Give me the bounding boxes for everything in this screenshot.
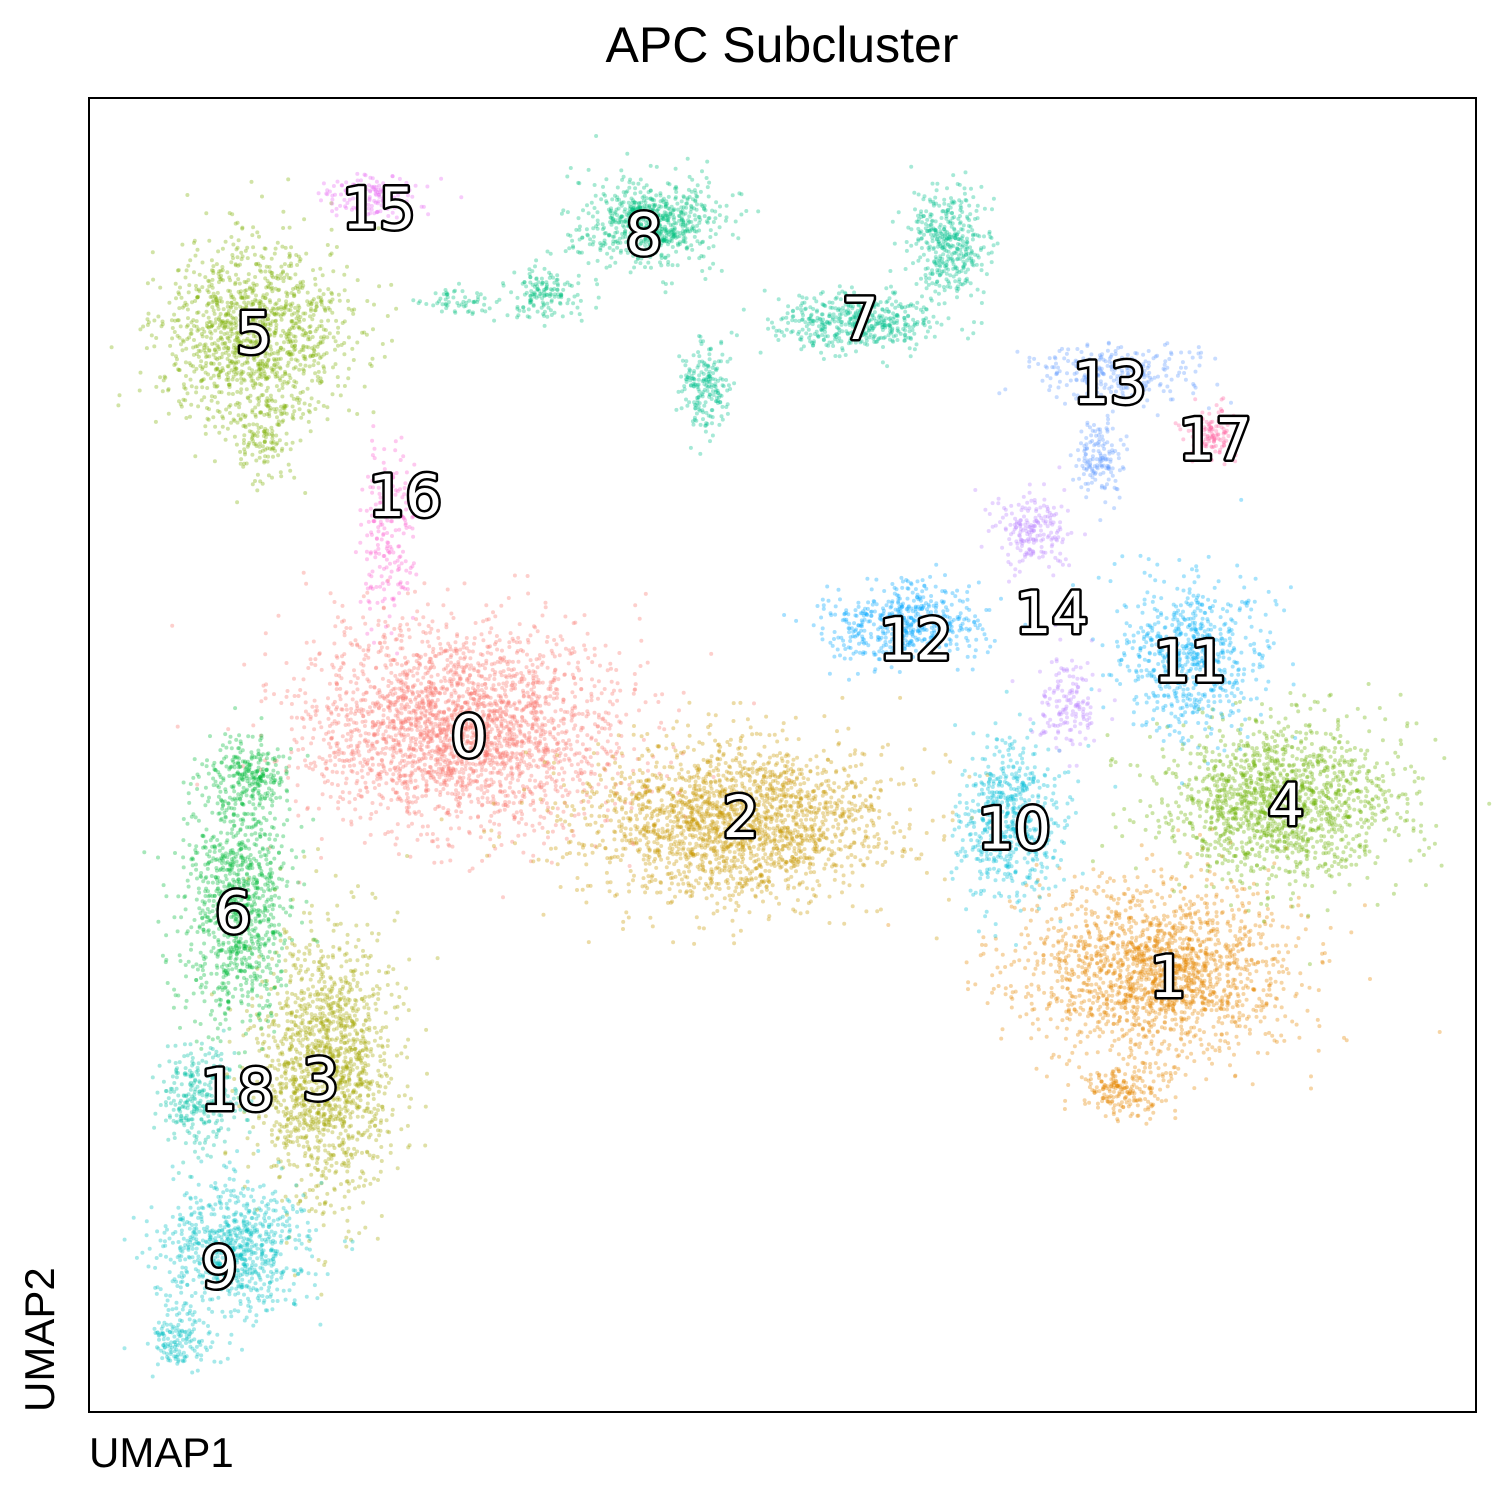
cluster-label-17: 17 — [1178, 406, 1252, 474]
cluster-7-points — [674, 164, 1000, 456]
cluster-6-points — [142, 706, 320, 1100]
cluster-label-10: 10 — [977, 795, 1051, 863]
cluster-label-13: 13 — [1073, 349, 1147, 417]
cluster-label-0: 0 — [451, 703, 488, 771]
plot-frame — [88, 97, 1477, 1413]
cluster-label-8: 8 — [625, 201, 662, 269]
cluster-16-points — [353, 424, 419, 656]
cluster-12-points — [782, 562, 1036, 682]
cluster-2-points — [439, 695, 990, 946]
cluster-1-points — [886, 827, 1442, 1126]
cluster-label-7: 7 — [842, 285, 879, 353]
cluster-label-9: 9 — [201, 1234, 238, 1302]
cluster-4-points — [1090, 682, 1492, 967]
points-layer — [109, 134, 1492, 1379]
cluster-label-3: 3 — [302, 1046, 339, 1114]
cluster-17-points — [1173, 396, 1239, 467]
cluster-5-points — [109, 177, 399, 505]
cluster-0-points — [170, 570, 791, 900]
cluster-label-2: 2 — [722, 783, 759, 851]
cluster-label-12: 12 — [879, 605, 953, 673]
chart-title: APC Subcluster — [606, 17, 959, 73]
cluster-label-18: 18 — [200, 1056, 274, 1124]
cluster-11-points — [1071, 497, 1298, 786]
cluster-label-6: 6 — [215, 879, 252, 947]
cluster-label-14: 14 — [1015, 579, 1089, 647]
cluster-15-points — [316, 171, 464, 225]
cluster-9-points — [122, 1149, 355, 1379]
y-axis-label: UMAP2 — [16, 1267, 63, 1412]
cluster-label-15: 15 — [342, 174, 416, 242]
x-axis-label: UMAP1 — [89, 1429, 234, 1476]
cluster-8-points — [411, 134, 761, 328]
cluster-13-points — [997, 340, 1233, 523]
cluster-label-4: 4 — [1268, 771, 1305, 839]
cluster-10-points — [949, 689, 1118, 947]
cluster-18-points — [150, 1028, 254, 1179]
cluster-label-1: 1 — [1150, 943, 1187, 1011]
cluster-label-11: 11 — [1153, 628, 1227, 696]
cluster-label-16: 16 — [368, 462, 442, 530]
cluster-3-points — [209, 847, 440, 1297]
cluster-14-points — [973, 465, 1117, 769]
cluster-label-5: 5 — [236, 299, 273, 367]
